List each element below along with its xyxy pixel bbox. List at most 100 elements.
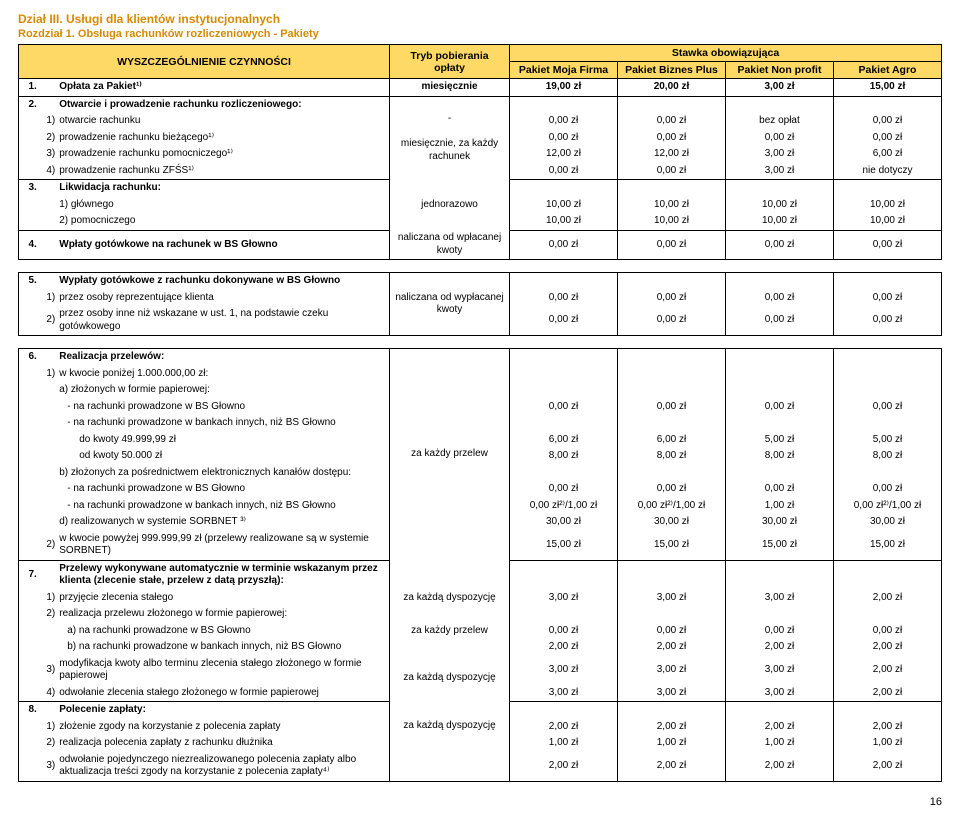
row-desc: odwołanie zlecenia stałego złożonego w f… [57,685,389,702]
row-desc: - na rachunki prowadzone w bankach innyc… [57,415,389,432]
cell: 30,00 zł [725,514,833,531]
cell: 0,00 zł [618,399,726,416]
cell: 5,00 zł [725,432,833,449]
row-desc: 1) głównego [57,197,389,214]
cell: 2,00 zł [725,639,833,656]
header-p4: Pakiet Agro [833,62,941,79]
cell: 2,00 zł [833,656,941,685]
cell: 15,00 zł [618,531,726,561]
row-mode: za każdy przelew [390,606,510,656]
row-sub: 2) [39,606,57,623]
row-mode: za każdą dyspozycję [390,590,510,607]
cell: 10,00 zł [725,197,833,214]
cell: 12,00 zł [618,146,726,163]
cell: 0,00 zł [833,306,941,336]
cell: 10,00 zł [510,197,618,214]
row-sub: 3) [39,752,57,782]
cell: 2,00 zł [725,752,833,782]
cell: 3,00 zł [725,146,833,163]
cell: 2,00 zł [618,752,726,782]
cell: 3,00 zł [618,656,726,685]
row-mode: -miesięcznie, za każdy rachunek [390,96,510,180]
cell: 10,00 zł [833,213,941,230]
cell: 0,00 zł [833,130,941,147]
row-mode: za każdy przelew [390,349,510,561]
row-desc: prowadzenie rachunku ZFŚS¹⁾ [57,163,389,180]
row-desc: Przelewy wykonywane automatycznie w term… [57,560,389,590]
cell: 0,00 zł [725,130,833,147]
row-num: 6. [19,349,39,366]
row-sub: 2) [39,531,57,561]
row-mode: miesięcznie [390,79,510,97]
cell: 2,00 zł [833,590,941,607]
cell: 2,00 zł [833,719,941,736]
row-num: 5. [19,273,39,290]
page-number: 16 [18,796,942,808]
row-desc: przyjęcie zlecenia stałego [57,590,389,607]
cell: 0,00 zł [618,163,726,180]
cell: 30,00 zł [510,514,618,531]
cell: 0,00 zł [618,623,726,640]
cell: 0,00 zł [618,481,726,498]
cell: 10,00 zł [618,197,726,214]
row-desc: prowadzenie rachunku pomocniczego¹⁾ [57,146,389,163]
cell: 2,00 zł [833,639,941,656]
row-sub: 2) [39,735,57,752]
cell: 0,00 zł [510,130,618,147]
cell: 0,00 zł [510,623,618,640]
row-desc: Likwidacja rachunku: [57,180,389,197]
cell: 3,00 zł [725,163,833,180]
row-sub: 1) [39,719,57,736]
row-desc: a) złożonych w formie papierowej: [57,382,389,399]
row-desc: modyfikacja kwoty albo terminu zlecenia … [57,656,389,685]
cell: 2,00 zł [510,639,618,656]
cell: 3,00 zł [725,656,833,685]
row-desc: w kwocie powyżej 999.999,99 zł (przelewy… [57,531,389,561]
cell: 0,00 zł [618,113,726,130]
cell: 0,00 zł [833,290,941,307]
row-desc: realizacja przelewu złożonego w formie p… [57,606,389,623]
row-sub: 1) [39,113,57,130]
cell: 30,00 zł [618,514,726,531]
header-mode: Tryb pobierania opłaty [390,45,510,79]
cell: 1,00 zł [725,735,833,752]
row-desc: od kwoty 50.000 zł [57,448,389,465]
row-desc: przez osoby reprezentujące klienta [57,290,389,307]
cell: 6,00 zł [833,146,941,163]
row-mode: naliczana od wypłacanej kwoty [390,273,510,336]
row-num: 4. [19,230,39,260]
cell: 6,00 zł [618,432,726,449]
row-desc: złożenie zgody na korzystanie z poleceni… [57,719,389,736]
row-desc: Wpłaty gotówkowe na rachunek w BS Głowno [57,230,389,260]
cell: 2,00 zł [833,752,941,782]
row-sub: 1) [39,590,57,607]
row-desc: a) na rachunki prowadzone w BS Głowno [57,623,389,640]
cell: 3,00 zł [510,685,618,702]
cell: 0,00 zł [510,399,618,416]
cell: 0,00 zł [833,481,941,498]
cell: 6,00 zł [510,432,618,449]
row-sub: 4) [39,163,57,180]
cell: 0,00 zł [510,481,618,498]
cell: 2,00 zł [510,752,618,782]
cell: 0,00 zł²⁾/1,00 zł [618,498,726,515]
cell: 0,00 zł [618,306,726,336]
row-desc: Realizacja przelewów: [57,349,389,366]
row-desc: prowadzenie rachunku bieżącego¹⁾ [57,130,389,147]
row-sub: 3) [39,146,57,163]
cell: 0,00 zł [618,290,726,307]
cell: 8,00 zł [618,448,726,465]
cell: 2,00 zł [510,719,618,736]
cell: 0,00 zł [510,306,618,336]
row-desc: - na rachunki prowadzone w BS Głowno [57,481,389,498]
cell: 10,00 zł [510,213,618,230]
cell: 0,00 zł²⁾/1,00 zł [510,498,618,515]
row-sub: 1) [39,366,57,383]
cell: 3,00 zł [725,79,833,97]
cell: 1,00 zł [510,735,618,752]
cell: 1,00 zł [725,498,833,515]
cell: 0,00 zł [618,130,726,147]
cell: 0,00 zł [833,623,941,640]
cell: 0,00 zł [725,306,833,336]
cell: 3,00 zł [725,685,833,702]
